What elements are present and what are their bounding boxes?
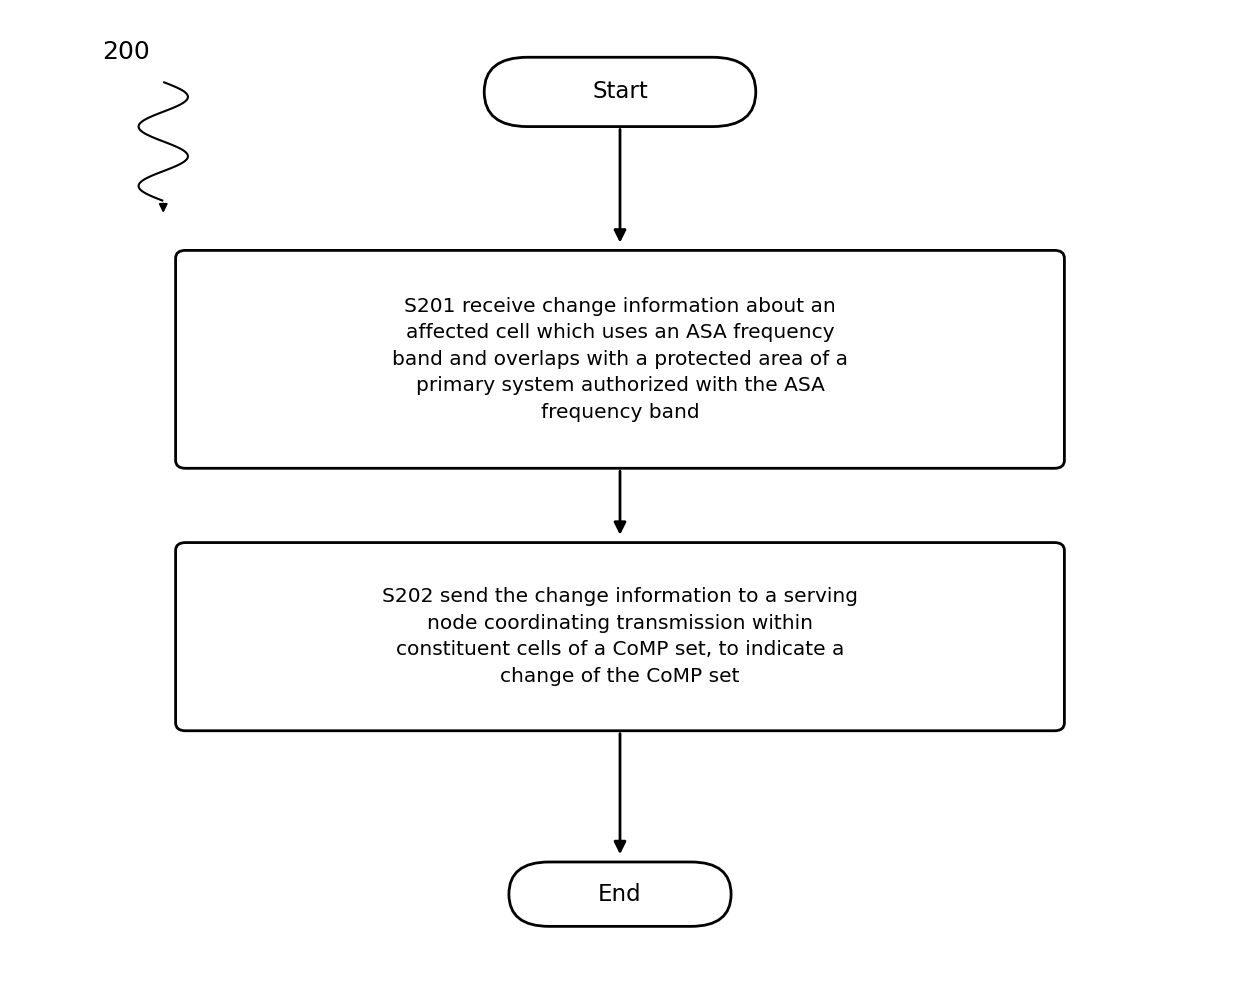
Text: End: End: [598, 882, 642, 905]
FancyBboxPatch shape: [176, 250, 1064, 468]
Text: 200: 200: [103, 40, 150, 65]
FancyBboxPatch shape: [176, 543, 1064, 731]
FancyBboxPatch shape: [484, 57, 756, 126]
FancyBboxPatch shape: [508, 862, 732, 926]
Text: Start: Start: [593, 81, 647, 104]
Text: S202 send the change information to a serving
node coordinating transmission wit: S202 send the change information to a se…: [382, 588, 858, 686]
Text: S201 receive change information about an
affected cell which uses an ASA frequen: S201 receive change information about an…: [392, 297, 848, 422]
